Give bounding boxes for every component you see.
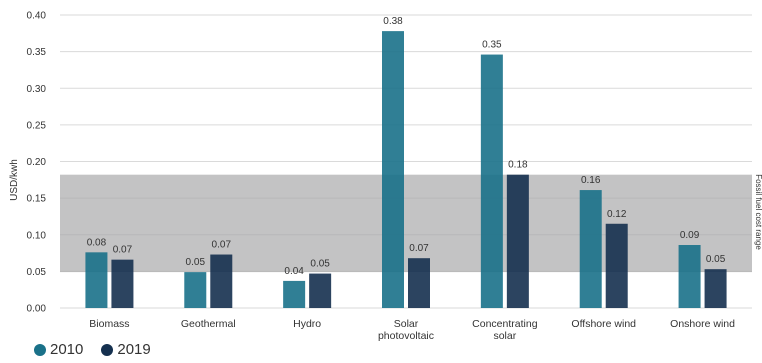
x-axis-categories: Biomass Geothermal Hydro Solar photovoltaic C… — [89, 318, 735, 342]
y-tick-label: 0.30 — [27, 84, 47, 95]
bar-2019 — [605, 223, 628, 308]
bar-2019 — [408, 258, 430, 308]
category-label: Solar photovoltaic — [378, 318, 434, 342]
legend-swatch-2019 — [101, 343, 114, 356]
bar-2010 — [85, 252, 108, 308]
y-tick-label: 0.40 — [27, 11, 47, 22]
category-label: Onshore wind — [670, 318, 735, 330]
bar-2019 — [111, 259, 134, 308]
data-label-2019: 0.07 — [113, 245, 133, 256]
legend-swatch-2010 — [34, 343, 46, 356]
legend-item-2019: 2019 — [101, 341, 151, 358]
data-label-2010: 0.09 — [680, 230, 700, 241]
bar-2019 — [210, 254, 233, 308]
legend-item-2010: 2010 — [34, 341, 83, 358]
category-label: Hydro — [293, 318, 321, 330]
data-label-2010: 0.05 — [186, 257, 206, 268]
data-labels: 0.08 0.07 0.05 0.07 0.04 0.05 0.38 0.07 0.35 0.18… — [87, 16, 726, 277]
bar-2010 — [184, 272, 207, 308]
legend-label-2019: 2019 — [117, 341, 151, 358]
data-label-2010: 0.08 — [87, 237, 107, 248]
y-tick-label: 0.35 — [27, 47, 47, 58]
category-label: Offshore wind — [571, 318, 636, 330]
bar-2010 — [480, 54, 503, 309]
y-tick-label: 0.15 — [27, 194, 47, 205]
data-label-2010: 0.04 — [284, 266, 304, 277]
bar-2019 — [506, 174, 529, 308]
legend: 2010 2019 — [34, 341, 169, 358]
y-tick-label: 0.20 — [27, 157, 47, 168]
data-label-2010: 0.35 — [482, 40, 502, 51]
bar-2019 — [704, 269, 727, 308]
bar-2019 — [309, 273, 332, 308]
y-tick-label: 0.05 — [27, 267, 47, 278]
bar-2010 — [579, 190, 602, 308]
data-label-2019: 0.05 — [706, 254, 726, 265]
bar-2010 — [283, 280, 306, 308]
data-label-2019: 0.05 — [310, 259, 330, 270]
y-tick-label: 0.00 — [27, 304, 47, 315]
bar-2010 — [382, 31, 404, 309]
y-tick-label: 0.10 — [27, 230, 47, 241]
y-axis-ticks: 0.00 0.05 0.10 0.15 0.20 0.25 0.30 0.35 0.40 — [27, 11, 47, 315]
y-tick-label: 0.25 — [27, 120, 47, 131]
data-label-2019: 0.07 — [409, 243, 429, 254]
fossil-fuel-band — [60, 174, 752, 273]
data-label-2019: 0.18 — [508, 160, 528, 171]
category-label: Geothermal — [181, 318, 236, 330]
fossil-fuel-band-rect — [60, 174, 752, 273]
data-label-2019: 0.07 — [212, 240, 232, 251]
band-label: Fossil fuel cost range — [754, 174, 762, 250]
bar-2010 — [678, 245, 701, 308]
y-axis-label: USD/kwh — [9, 159, 20, 201]
data-label-2010: 0.38 — [383, 16, 403, 27]
data-label-2010: 0.16 — [581, 175, 601, 186]
legend-label-2010: 2010 — [50, 341, 84, 358]
bars — [85, 31, 727, 309]
data-label-2019: 0.12 — [607, 209, 627, 220]
category-label: Concentrating solar — [472, 318, 538, 342]
category-label: Biomass — [89, 318, 129, 330]
